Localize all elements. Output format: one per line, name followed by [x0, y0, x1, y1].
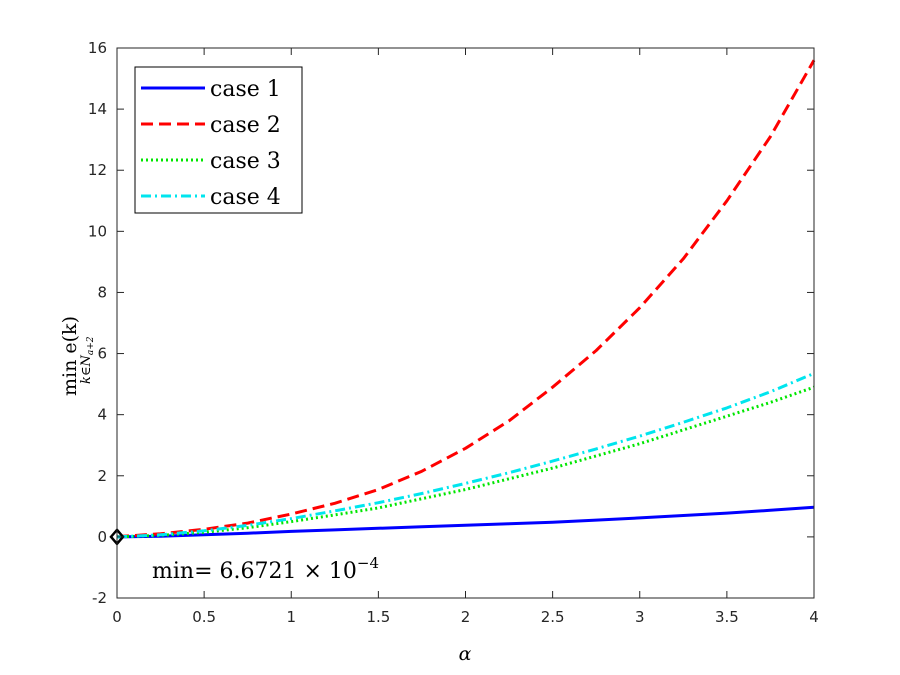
legend-box	[134, 66, 303, 214]
y-tick-label: 10	[88, 222, 107, 240]
y-tick-label: 16	[88, 39, 107, 57]
x-tick-label: 0.5	[192, 608, 216, 626]
series-line-4	[116, 372, 815, 539]
legend-label-4: case 4	[210, 185, 281, 210]
y-axis-label-main: min e(k)	[59, 316, 81, 396]
series-line-3	[116, 385, 815, 539]
legend-items: case 1 case 2 case 3 case 4	[141, 77, 281, 210]
x-tick-label: 2.5	[541, 608, 565, 626]
x-tick-label: 2	[461, 608, 471, 626]
ticks-layer: 0 0.5 1 1.5 2 2.5 3 3.5 4 -2 0 2 4 6 8 10 12 14 16	[88, 39, 819, 626]
y-tick-label: 8	[97, 283, 107, 301]
series-line-1	[116, 505, 815, 539]
y-axis-label-subscript-text: k∈N	[79, 354, 94, 384]
legend: case 1 case 2 case 3 case 4	[134, 66, 303, 214]
y-tick-label: 0	[97, 528, 107, 546]
x-tick-label: 1.5	[366, 608, 390, 626]
legend-label-1: case 1	[210, 77, 281, 102]
x-tick-label: 3	[635, 608, 645, 626]
legend-label-2: case 2	[210, 113, 281, 138]
y-axis-label: min e(k) k∈Na+2	[59, 316, 96, 396]
y-tick-label: -2	[92, 589, 107, 607]
y-tick-label: 6	[97, 345, 107, 363]
series-layer	[116, 59, 816, 539]
x-tick-label: 0	[112, 608, 122, 626]
y-tick-label: 2	[97, 467, 107, 485]
x-axis-label: α	[459, 643, 472, 665]
min-annotation-exponent: −4	[357, 554, 379, 572]
y-tick-label: 12	[88, 161, 107, 179]
series-line-2	[116, 59, 816, 539]
y-tick-label: 14	[88, 100, 107, 118]
min-annotation-text: min= 6.6721 × 10	[152, 559, 357, 584]
x-tick-label: 4	[809, 608, 819, 626]
x-tick-label: 1	[286, 608, 296, 626]
x-tick-label: 3.5	[715, 608, 739, 626]
y-tick-label: 4	[97, 406, 107, 424]
y-axis-label-subsubscript: a+2	[86, 336, 96, 355]
legend-label-3: case 3	[210, 149, 281, 174]
y-axis-label-subscript: k∈Na+2	[79, 336, 96, 384]
min-annotation: min= 6.6721 × 10−4	[152, 554, 379, 584]
